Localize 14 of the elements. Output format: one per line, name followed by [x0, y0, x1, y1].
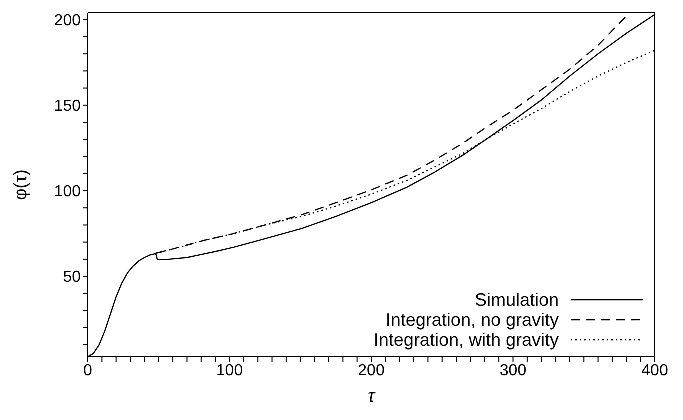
y-tick-label: 200 [54, 12, 82, 30]
legend-label: Integration, with gravity [374, 330, 559, 350]
x-tick-label: 0 [84, 362, 93, 380]
y-tick-label: 150 [54, 98, 82, 116]
x-tick-label: 300 [500, 362, 527, 380]
x-tick-label: 100 [216, 362, 244, 380]
x-tick-label: 400 [642, 362, 668, 380]
y-tick-label: 50 [63, 269, 82, 286]
y-axis-title: φ(τ) [10, 170, 30, 200]
legend-label: Simulation [474, 290, 559, 310]
y-tick-label: 100 [54, 184, 82, 201]
x-axis-title: τ [368, 386, 376, 406]
x-tick-label: 200 [358, 362, 385, 380]
legend-label: Integration, no gravity [386, 310, 559, 330]
